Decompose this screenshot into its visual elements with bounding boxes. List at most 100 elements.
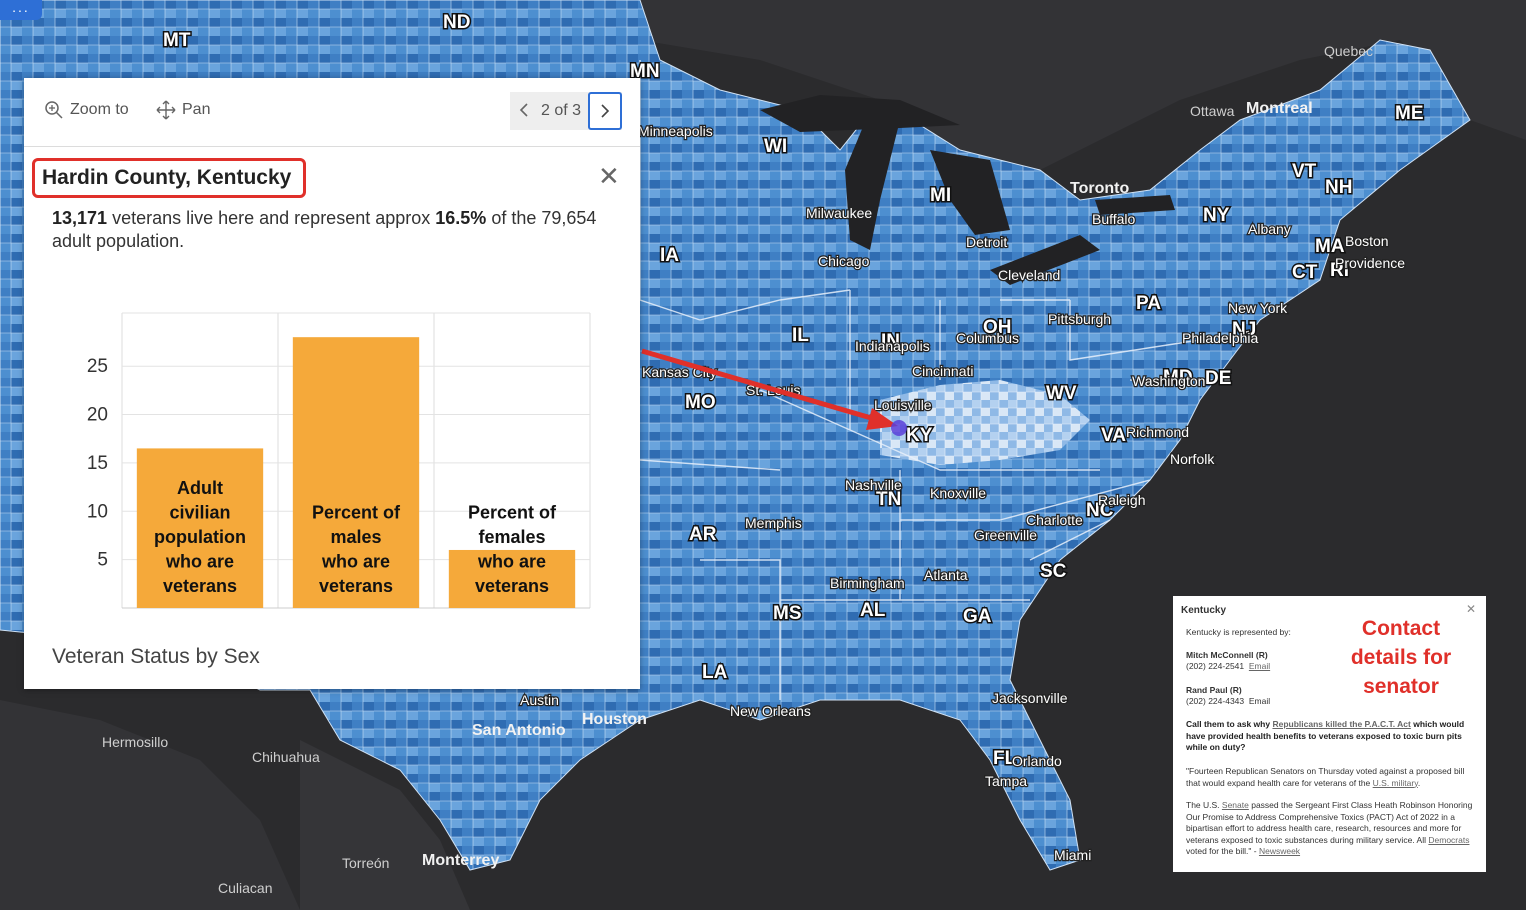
- represented-by-text: Kentucky is represented by:: [1186, 627, 1291, 637]
- next-feature-button[interactable]: [588, 92, 622, 130]
- senator-contact: (202) 224-4343 Email: [1186, 696, 1270, 706]
- city-label: Albany: [1248, 221, 1291, 237]
- city-label: Jacksonville: [992, 690, 1068, 706]
- senator-contact: (202) 224-2541 Email: [1186, 661, 1270, 671]
- city-label: Austin: [520, 692, 559, 708]
- city-label: Birmingham: [830, 575, 905, 591]
- lake-huron: [930, 150, 1010, 235]
- state-label-fl: FL: [993, 748, 1017, 769]
- city-label: Miami: [1054, 847, 1091, 863]
- chevron-right-icon: [601, 104, 610, 118]
- senator-email-link[interactable]: Email: [1248, 696, 1271, 706]
- state-label-mo: MO: [685, 392, 716, 413]
- quote-text-start: "Fourteen Republican Senators on Thursda…: [1186, 766, 1465, 788]
- democrats-link[interactable]: Democrats: [1428, 834, 1470, 845]
- city-label: Raleigh: [1098, 492, 1145, 508]
- bar-category-label: population: [154, 527, 246, 547]
- move-arrows-icon: [156, 100, 176, 120]
- lake-erie: [990, 235, 1100, 285]
- annotation-arrow: [641, 348, 879, 423]
- city-label: Charlotte: [1026, 512, 1083, 528]
- zoom-to-button[interactable]: Zoom to: [44, 100, 129, 120]
- pact-text-start: The U.S.: [1186, 800, 1222, 810]
- city-label: Quebec: [1324, 43, 1373, 59]
- chevron-left-icon: [519, 102, 528, 117]
- senator-phone: (202) 224-4343: [1186, 696, 1245, 706]
- city-label: Richmond: [1126, 424, 1189, 440]
- state-label-wi: WI: [764, 136, 787, 157]
- y-tick-label: 10: [87, 501, 108, 522]
- city-label: Norfolk: [1170, 451, 1215, 467]
- call-to-action-text: Call them to ask why Republicans killed …: [1186, 719, 1474, 754]
- state-label-pa: PA: [1136, 293, 1161, 314]
- state-label-nc: NC: [1086, 500, 1114, 521]
- state-label-ny: NY: [1203, 205, 1230, 226]
- city-label: Boston: [1345, 233, 1389, 249]
- city-label: Detroit: [966, 234, 1007, 250]
- state-label-ar: AR: [689, 524, 717, 545]
- city-label: Philadelphia: [1182, 330, 1258, 346]
- lake-superior: [760, 95, 960, 132]
- city-label: Knoxville: [930, 485, 986, 501]
- city-label: Buffalo: [1092, 211, 1136, 227]
- pan-label: Pan: [182, 101, 211, 118]
- city-label: Louisville: [874, 397, 932, 413]
- senator-phone: (202) 224-2541: [1186, 661, 1245, 671]
- close-popup-button[interactable]: ✕: [598, 161, 620, 191]
- feature-popup: Zoom to Pan 2 of 3 Hardin County, Kentuc…: [24, 78, 640, 689]
- state-label-ms: MS: [773, 603, 802, 624]
- bar-category-label: who are: [477, 552, 546, 572]
- previous-feature-button[interactable]: [510, 102, 538, 120]
- pan-button[interactable]: Pan: [156, 100, 210, 120]
- veteran-percent: 16.5%: [435, 208, 487, 228]
- city-label: Ottawa: [1190, 103, 1235, 119]
- city-label: Houston: [582, 711, 647, 728]
- state-label-ky: KY: [906, 425, 933, 446]
- city-label: Cincinnati: [912, 363, 973, 379]
- state-label-de: DE: [1205, 368, 1231, 389]
- bar-category-label: Adult: [177, 478, 223, 498]
- state-label-nh: NH: [1325, 177, 1352, 198]
- close-senator-panel-button[interactable]: ✕: [1466, 602, 1477, 616]
- quote-text-end: .: [1417, 777, 1421, 788]
- quote-text: "Fourteen Republican Senators on Thursda…: [1186, 766, 1474, 789]
- pact-text-mid: passed the Sergeant First Class Heath Ro…: [1186, 800, 1473, 845]
- lake-michigan: [845, 110, 900, 250]
- city-label: Torreón: [342, 855, 389, 871]
- city-label: Memphis: [745, 515, 802, 531]
- state-label-nd: ND: [443, 12, 470, 33]
- city-label: Pittsburgh: [1048, 311, 1111, 327]
- city-label: Toronto: [1070, 180, 1129, 197]
- bar-category-label: Percent of: [468, 503, 557, 523]
- newsweek-link[interactable]: Newsweek: [1258, 846, 1301, 856]
- us-military-link[interactable]: U.S. military: [1372, 777, 1418, 788]
- cta-text-end: which would have provided health benefit…: [1186, 719, 1465, 752]
- city-label: Cleveland: [998, 267, 1060, 283]
- y-tick-label: 15: [87, 453, 108, 474]
- bar: [136, 448, 264, 608]
- senator-email-link[interactable]: Email: [1248, 661, 1271, 671]
- senator-panel-state: Kentucky: [1181, 605, 1227, 616]
- state-label-me: ME: [1395, 103, 1424, 124]
- pager-text: 2 of 3: [540, 102, 582, 119]
- state-label-tn: TN: [876, 489, 901, 510]
- city-label: Washington: [1132, 373, 1205, 389]
- kentucky-region: [880, 380, 1090, 465]
- city-label: San Antonio: [472, 722, 566, 739]
- zoom-to-label: Zoom to: [70, 101, 129, 118]
- bar-category-label: who are: [321, 552, 390, 572]
- city-label: Chihuahua: [252, 749, 320, 765]
- more-menu-button[interactable]: ...: [0, 0, 42, 20]
- city-label: New York: [1228, 300, 1288, 316]
- bar: [448, 549, 576, 608]
- state-label-mt: MT: [163, 30, 191, 51]
- pact-act-link[interactable]: Republicans killed the P.A.C.T. Act: [1272, 719, 1411, 729]
- chart-title: Veteran Status by Sex: [52, 645, 260, 668]
- state-label-va: VA: [1101, 425, 1126, 446]
- state-label-mi: MI: [930, 185, 951, 206]
- state-label-ma: MA: [1315, 236, 1345, 257]
- y-tick-label: 5: [97, 550, 108, 571]
- senate-link[interactable]: Senate: [1221, 800, 1249, 810]
- state-label-ct: CT: [1292, 262, 1318, 283]
- selected-county-marker[interactable]: [891, 420, 907, 436]
